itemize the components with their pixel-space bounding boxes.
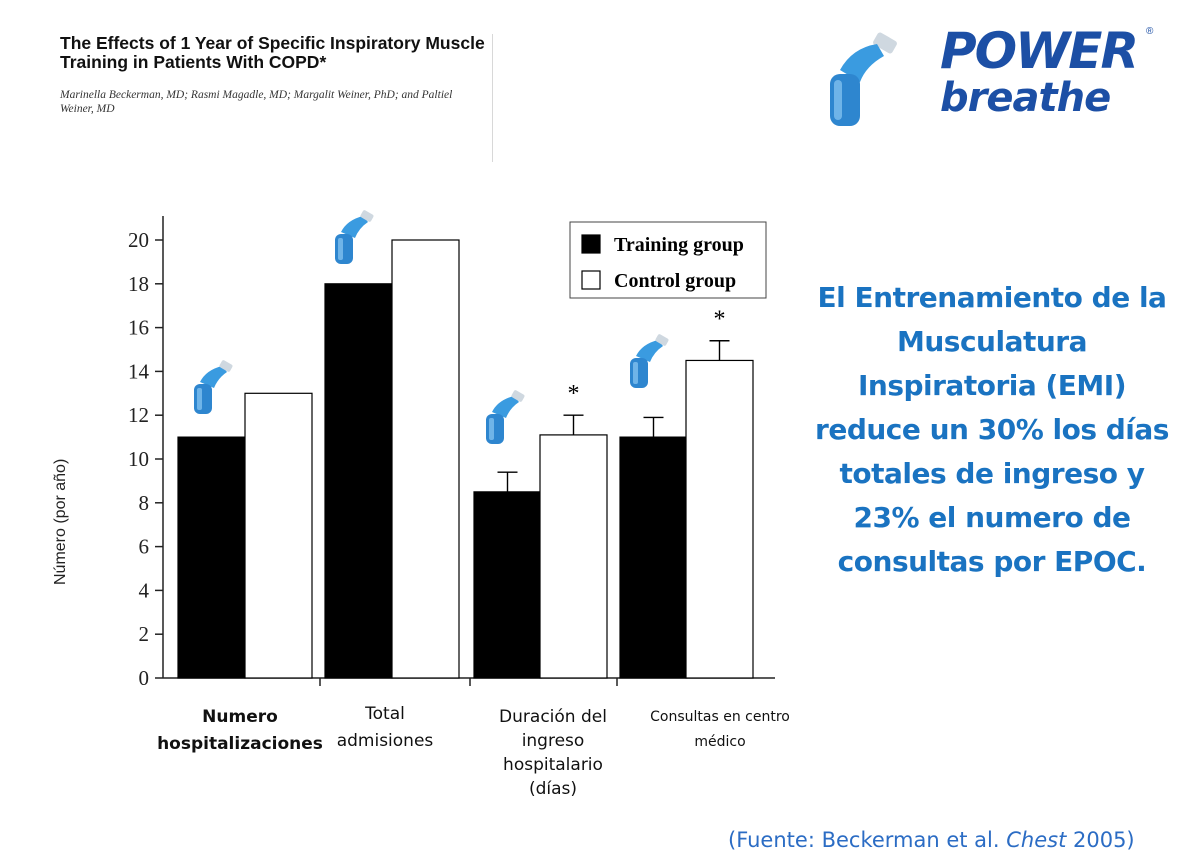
y-tick-label: 18 xyxy=(128,272,149,296)
powerbreathe-device-icon xyxy=(486,390,525,444)
bar-control-0 xyxy=(244,392,313,679)
bar-control-2 xyxy=(539,434,608,679)
legend-box xyxy=(569,221,767,299)
key-message: El Entrenamiento de la Musculatura Inspi… xyxy=(815,281,1169,578)
y-tick-label: 16 xyxy=(128,316,149,340)
significance-marker: * xyxy=(568,381,580,407)
y-tick-label: 2 xyxy=(139,622,150,646)
legend-swatch xyxy=(581,234,601,254)
logo-breathe-text: breathe xyxy=(940,75,1111,121)
y-tick-label: 8 xyxy=(139,491,150,515)
powerbreathe-logo: POWER breathe ® xyxy=(940,26,1162,126)
y-tick-label: 12 xyxy=(128,403,149,427)
bar-training-0 xyxy=(177,436,246,679)
bar-control-1 xyxy=(391,239,460,679)
category-label-hospitalizaciones: Numero hospitalizaciones xyxy=(157,707,323,754)
bar-control-3 xyxy=(685,359,754,679)
logo-power-text: POWER xyxy=(940,22,1139,80)
bar-chart: 0 2 4 6 8 10 12 14 16 18 20 * * Training group Contr… xyxy=(128,210,775,690)
bar-training-2 xyxy=(473,491,542,679)
y-tick-label: 10 xyxy=(128,447,149,471)
bar-training-1 xyxy=(324,283,393,679)
category-label-consultas: Consultas en centro médico xyxy=(650,709,790,750)
paper-header: The Effects of 1 Year of Specific Inspir… xyxy=(60,34,493,162)
source-prefix: (Fuente: Beckerman et al. xyxy=(728,828,1007,852)
paper-authors: Marinella Beckerman, MD; Rasmi Magadle, … xyxy=(60,89,453,115)
source-suffix: 2005) xyxy=(1066,828,1135,852)
powerbreathe-device-icon xyxy=(335,210,374,264)
powerbreathe-device-icon xyxy=(630,334,669,388)
powerbreathe-device-icon xyxy=(194,360,233,414)
y-tick-label: 6 xyxy=(139,535,150,559)
y-tick-label: 4 xyxy=(139,578,150,602)
legend-swatch xyxy=(581,270,601,290)
y-axis-label: Número (por año) xyxy=(52,458,69,585)
source-journal: Chest xyxy=(1006,828,1067,852)
source-citation: (Fuente: Beckerman et al. Chest 2005) xyxy=(728,828,1135,852)
y-tick-label: 0 xyxy=(139,666,150,690)
y-tick-label: 14 xyxy=(128,359,150,383)
y-tick-label: 20 xyxy=(128,228,149,252)
bar-training-3 xyxy=(619,436,688,679)
logo-registered-mark: ® xyxy=(1146,26,1154,37)
significance-marker: * xyxy=(714,307,726,333)
paper-title: The Effects of 1 Year of Specific Inspir… xyxy=(60,33,485,72)
category-label-admisiones: Total admisiones xyxy=(336,704,434,751)
legend-label: Training group xyxy=(614,234,744,256)
powerbreathe-device-image xyxy=(830,32,897,126)
legend-label: Control group xyxy=(614,270,736,292)
category-label-duracion: Duración del ingreso hospitalario (días) xyxy=(499,707,607,799)
